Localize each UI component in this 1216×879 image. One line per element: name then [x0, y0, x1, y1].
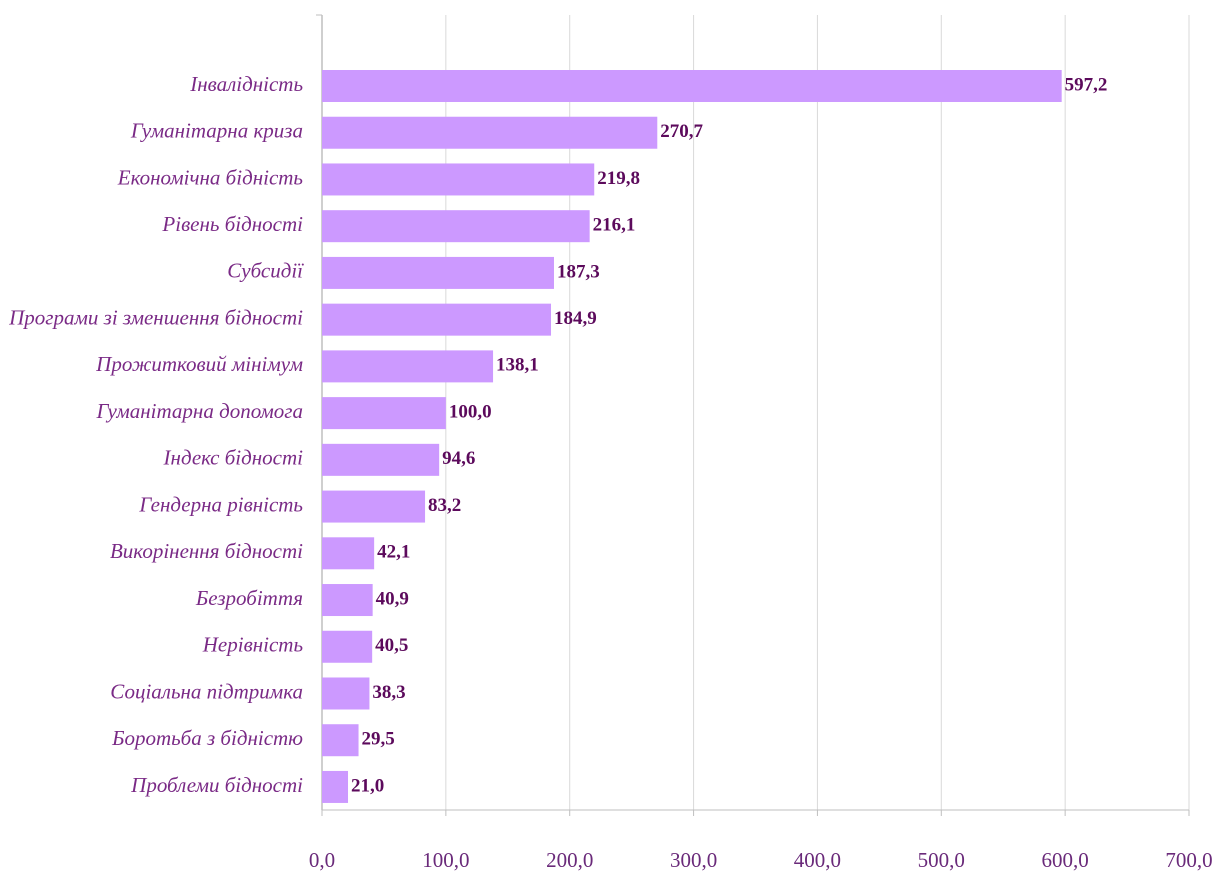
data-label: 100,0: [449, 401, 492, 422]
data-label: 597,2: [1065, 74, 1108, 95]
bar: [322, 724, 359, 757]
bar: [322, 443, 440, 476]
x-tick-label: 0,0: [309, 848, 335, 872]
bar: [322, 537, 375, 570]
x-tick-label: 600,0: [1042, 848, 1089, 872]
y-tick-label: Гуманітарна допомога: [95, 399, 303, 423]
x-tick-label: 100,0: [422, 848, 469, 872]
y-tick-label: Програми зі зменшення бідності: [8, 305, 303, 329]
y-tick-label: Гендерна рівність: [138, 492, 303, 516]
x-tick-label: 500,0: [918, 848, 965, 872]
bar: [322, 677, 370, 710]
x-tick-label: 700,0: [1165, 848, 1212, 872]
data-label: 21,0: [351, 775, 384, 796]
bar: [322, 584, 373, 617]
y-tick-label: Економічна бідність: [117, 165, 303, 189]
bar: [322, 397, 446, 430]
data-label: 40,5: [375, 635, 408, 656]
y-tick-label: Соціальна підтримка: [110, 679, 303, 703]
x-tick-label: 400,0: [794, 848, 841, 872]
y-tick-label: Нерівність: [202, 633, 303, 657]
data-label: 184,9: [554, 308, 597, 329]
data-label: 187,3: [557, 261, 600, 282]
y-tick-label: Прожитковий мінімум: [95, 352, 303, 376]
bar: [322, 350, 494, 383]
data-label: 94,6: [442, 448, 475, 469]
bar: [322, 116, 658, 149]
data-label: 40,9: [376, 588, 409, 609]
x-tick-label: 200,0: [546, 848, 593, 872]
x-tick-label: 300,0: [670, 848, 717, 872]
data-label: 83,2: [428, 495, 461, 516]
y-tick-label: Безробіття: [195, 586, 303, 610]
data-label: 270,7: [660, 121, 703, 142]
data-label: 216,1: [593, 215, 636, 236]
bar: [322, 770, 349, 803]
y-tick-label: Інвалідність: [189, 72, 303, 96]
bar: [322, 163, 595, 196]
data-label: 138,1: [496, 355, 539, 376]
bar: [322, 630, 373, 663]
bar: [322, 490, 426, 523]
y-tick-label: Індекс бідності: [163, 446, 304, 470]
y-tick-label: Викорінення бідності: [110, 539, 303, 563]
data-label: 42,1: [377, 542, 410, 563]
y-tick-label: Рівень бідності: [161, 212, 303, 236]
data-label: 38,3: [372, 682, 405, 703]
data-label: 219,8: [597, 168, 640, 189]
y-tick-label: Проблеми бідності: [130, 773, 303, 797]
y-tick-label: Боротьба з бідністю: [111, 726, 303, 750]
y-tick-label: Субсидії: [227, 259, 304, 283]
y-tick-label: Гуманітарна криза: [130, 119, 303, 143]
bar: [322, 303, 552, 336]
bar: [322, 210, 590, 243]
data-label: 29,5: [362, 729, 395, 750]
bar: [322, 256, 554, 289]
bar: [322, 70, 1062, 102]
